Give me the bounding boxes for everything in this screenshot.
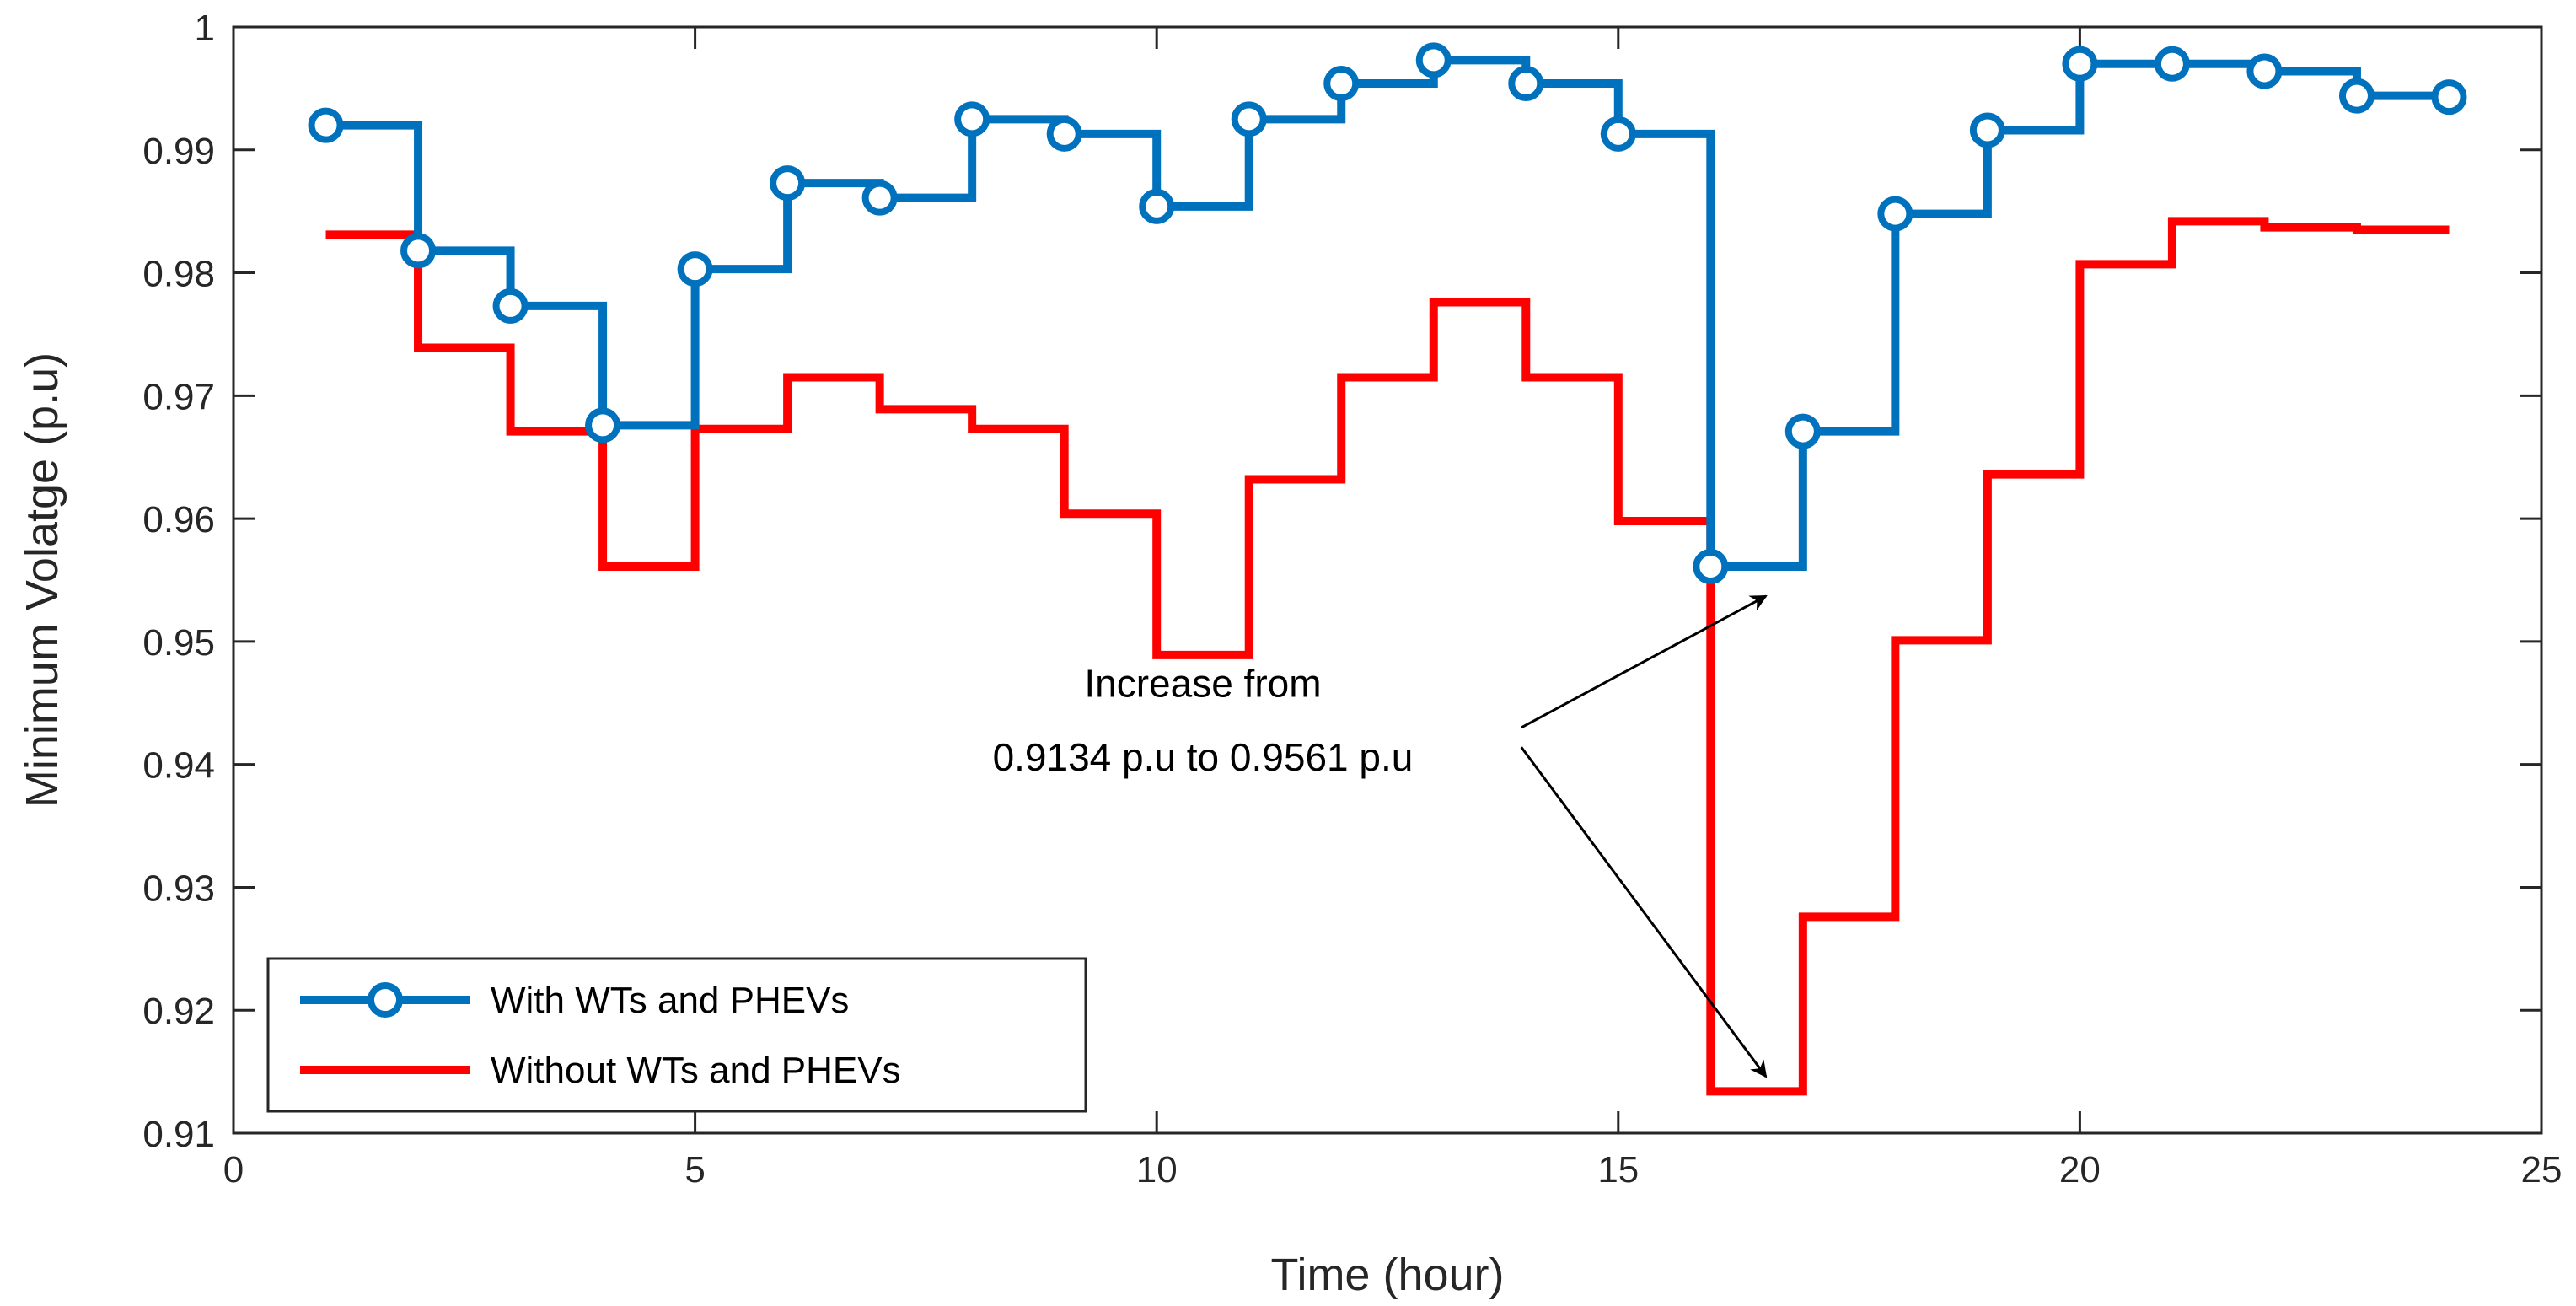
data-point — [1139, 188, 1175, 224]
data-point — [861, 180, 898, 216]
data-point — [1877, 196, 1913, 232]
data-point — [1600, 116, 1636, 152]
data-point — [770, 165, 806, 202]
data-point — [2431, 79, 2467, 116]
data-point — [1969, 112, 2005, 148]
data-point — [1415, 42, 1452, 78]
x-tick-label: 25 — [2521, 1149, 2563, 1190]
data-point — [1231, 101, 1267, 137]
data-point — [308, 107, 344, 143]
y-tick-label: 0.93 — [142, 868, 215, 909]
data-point — [2338, 78, 2375, 114]
y-tick-label: 0.97 — [142, 376, 215, 417]
series-layer — [308, 42, 2467, 1096]
legend-box — [266, 957, 1087, 1113]
data-point — [954, 101, 990, 137]
x-tick-label: 15 — [1597, 1149, 1639, 1190]
y-tick-label: 0.99 — [142, 131, 215, 172]
x-tick-label: 5 — [684, 1149, 705, 1190]
annotation-arrow-upper — [1521, 594, 1768, 729]
data-point — [585, 407, 621, 443]
data-point — [1693, 548, 1729, 584]
legend-label-with-wts: With WTs and PHEVs — [491, 980, 849, 1021]
data-point — [2062, 46, 2098, 82]
x-tick-label: 0 — [223, 1149, 244, 1190]
y-tick-label: 0.91 — [142, 1114, 215, 1155]
series-line — [325, 217, 2450, 1096]
tick-labels: 0 5 10 15 20 25 0.91 0.92 0.93 0.94 0.95 0.96 0.97 0.… — [142, 8, 2562, 1190]
annotation-arrow-lower — [1520, 746, 1768, 1078]
y-axis-title: Minimum Volatge (p.u) — [17, 352, 67, 808]
annotation-line-2: 0.9134 p.u to 0.9561 p.u — [993, 735, 1414, 779]
plot-background — [233, 27, 2541, 1133]
data-point — [400, 233, 437, 269]
x-tick-label: 10 — [1136, 1149, 1178, 1190]
y-tick-label: 1 — [195, 8, 215, 49]
annotation-line-1: Increase from — [1084, 661, 1321, 705]
annotation: Increase from 0.9134 p.u to 0.9561 p.u — [993, 594, 1768, 1078]
data-point — [1046, 116, 1082, 152]
x-tick-label: 20 — [2059, 1149, 2101, 1190]
x-axis-title: Time (hour) — [1270, 1250, 1504, 1300]
y-tick-label: 0.94 — [142, 745, 215, 787]
series-line — [325, 56, 2454, 571]
series-with-wts-and-phevs — [308, 42, 2467, 584]
data-point — [2246, 53, 2283, 89]
data-point — [1323, 66, 1360, 102]
y-tick-label: 0.92 — [142, 991, 215, 1032]
data-point — [1508, 66, 1544, 102]
y-tick-label: 0.96 — [142, 499, 215, 540]
y-tick-label: 0.98 — [142, 254, 215, 295]
data-point — [1784, 413, 1821, 449]
plot-frame — [232, 25, 2543, 1135]
data-point — [677, 251, 713, 288]
y-tick-label: 0.95 — [142, 622, 215, 664]
legend: With WTs and PHEVs Without WTs and PHEVs — [266, 957, 1087, 1113]
data-point — [492, 288, 529, 324]
series-without-wts-and-phevs — [325, 217, 2450, 1096]
legend-label-without-wts: Without WTs and PHEVs — [491, 1050, 901, 1091]
legend-marker-with-wts — [368, 982, 403, 1018]
data-point — [2154, 46, 2190, 82]
